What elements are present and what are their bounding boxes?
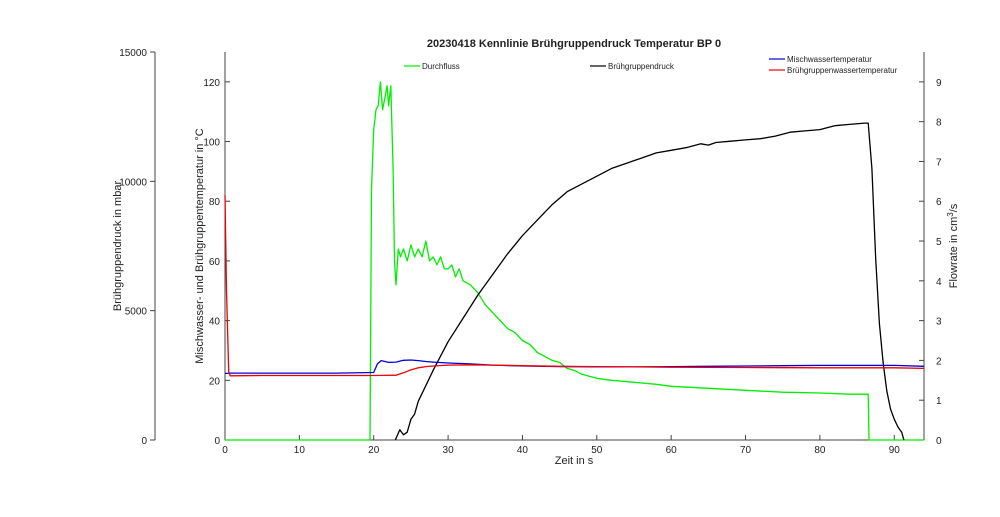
pressure-tick-label: 15000 (119, 48, 147, 59)
chart-title: 20230418 Kennlinie Brühgruppendruck Temp… (427, 38, 721, 50)
x-axis-label: Zeit in s (555, 455, 594, 467)
x-tick-label: 80 (814, 445, 826, 456)
temperature-axis-label: Mischwasser- und Brühgruppentemperatur i… (194, 128, 206, 364)
x-tick-label: 20 (368, 445, 380, 456)
flow-tick-label: 9 (936, 78, 942, 89)
x-tick-label: 0 (222, 445, 228, 456)
x-tick-label: 10 (294, 445, 306, 456)
legend-entry-bruehgruppendruck: Brühgruppendruck (590, 62, 675, 71)
flow-tick-label: 2 (936, 356, 942, 367)
x-tick-label: 40 (517, 445, 529, 456)
x-tick-label: 70 (740, 445, 752, 456)
flow-tick-label: 1 (936, 396, 942, 407)
temperature-tick-label: 40 (209, 317, 221, 328)
pressure-tick-label: 10000 (119, 177, 147, 188)
legend-label-durchfluss: Durchfluss (422, 62, 460, 71)
x-tick-label: 30 (443, 445, 455, 456)
x-tick-label: 50 (591, 445, 603, 456)
temperature-tick-label: 120 (203, 78, 220, 89)
x-tick-label: 60 (666, 445, 678, 456)
series-line-bruehgruppenwassertemperatur (224, 195, 925, 377)
flow-axis: 0 1 2 3 4 5 6 7 8 9 (919, 52, 942, 447)
pressure-axis-label: Brühgruppendruck in mbar (112, 181, 124, 312)
pressure-axis: 0 5000 10000 15000 (119, 48, 156, 447)
legend-entry-mischwassertemperatur: Mischwassertemperatur (769, 55, 872, 64)
legend-entry-bruehgruppenwassertemperatur: Brühgruppenwassertemperatur (769, 66, 898, 75)
legend-label-mischwassertemperatur: Mischwassertemperatur (787, 55, 872, 64)
temperature-tick-label: 100 (203, 138, 220, 149)
flow-tick-label: 3 (936, 317, 942, 328)
temperature-axis: 0 20 40 60 80 100 120 (203, 52, 230, 447)
pressure-tick-label: 0 (141, 436, 147, 447)
flow-tick-label: 8 (936, 118, 942, 129)
flow-axis-label: Flowrate in cm3/s (946, 203, 960, 288)
temperature-tick-label: 0 (214, 436, 220, 447)
x-tick-label: 90 (889, 445, 901, 456)
pressure-tick-label: 5000 (125, 307, 148, 318)
temperature-tick-label: 20 (209, 376, 221, 387)
legend-entry-durchfluss: Durchfluss (404, 62, 460, 71)
series-line-mischwassertemperatur (225, 359, 925, 375)
legend-label-bruehgruppenwassertemperatur: Brühgruppenwassertemperatur (787, 66, 898, 75)
temperature-tick-label: 60 (209, 257, 221, 268)
legend-label-bruehgruppendruck: Brühgruppendruck (608, 62, 675, 71)
flow-tick-label: 0 (936, 436, 942, 447)
flow-tick-label: 5 (936, 237, 942, 248)
flow-tick-label: 4 (936, 277, 942, 288)
flow-tick-label: 6 (936, 197, 942, 208)
flow-tick-label: 7 (936, 157, 942, 168)
series-line-durchfluss (225, 81, 924, 441)
temperature-tick-label: 80 (209, 197, 221, 208)
series-layer (224, 81, 925, 441)
